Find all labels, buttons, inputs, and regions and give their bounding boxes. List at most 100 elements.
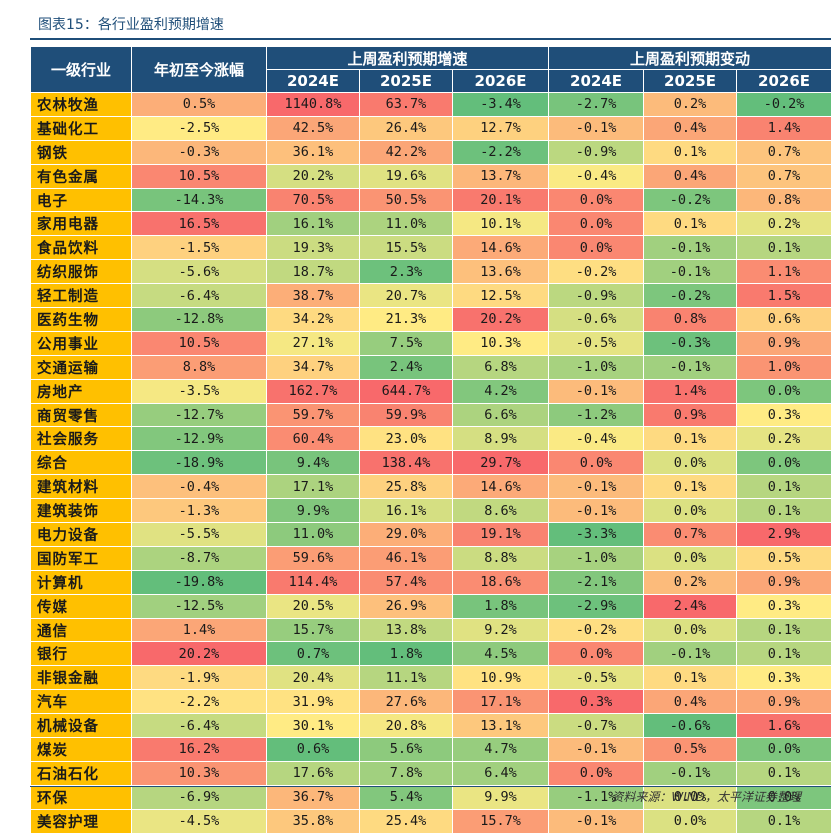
industry-name: 电子: [31, 188, 132, 212]
cell-growth-2025e: 138.4%: [360, 451, 453, 475]
header-change-2026e: 2026E: [737, 70, 831, 93]
industry-name: 建筑材料: [31, 475, 132, 499]
industry-name: 机械设备: [31, 714, 132, 738]
cell-growth-2025e: 7.5%: [360, 331, 453, 355]
header-growth-group: 上周盈利预期增速: [267, 47, 549, 70]
cell-change-2026e: 0.7%: [737, 140, 831, 164]
industry-name: 汽车: [31, 690, 132, 714]
cell-change-2024e: 0.0%: [549, 761, 644, 785]
cell-change-2025e: 0.4%: [644, 164, 737, 188]
cell-growth-2026e: 9.9%: [453, 785, 549, 809]
table-row: 建筑材料-0.4%17.1%25.8%14.6%-0.1%0.1%0.1%: [31, 475, 831, 499]
cell-ytd: 8.8%: [132, 355, 267, 379]
cell-change-2025e: 0.0%: [644, 809, 737, 833]
cell-growth-2026e: 8.6%: [453, 499, 549, 523]
cell-ytd: -6.4%: [132, 284, 267, 308]
cell-change-2025e: -0.1%: [644, 642, 737, 666]
source-note: 资料来源：WIND，太平洋证券整理: [611, 788, 801, 805]
cell-change-2024e: -0.9%: [549, 284, 644, 308]
cell-growth-2024e: 1140.8%: [267, 93, 360, 117]
industry-name: 传媒: [31, 594, 132, 618]
cell-growth-2025e: 20.7%: [360, 284, 453, 308]
cell-change-2025e: 0.1%: [644, 666, 737, 690]
table-row: 电子-14.3%70.5%50.5%20.1%0.0%-0.2%0.8%: [31, 188, 831, 212]
cell-growth-2025e: 7.8%: [360, 761, 453, 785]
industry-name: 通信: [31, 618, 132, 642]
cell-ytd: -6.9%: [132, 785, 267, 809]
cell-change-2026e: 1.1%: [737, 260, 831, 284]
cell-change-2025e: 0.0%: [644, 546, 737, 570]
industry-name: 食品饮料: [31, 236, 132, 260]
industry-name: 商贸零售: [31, 403, 132, 427]
cell-change-2026e: 0.2%: [737, 427, 831, 451]
cell-growth-2024e: 59.6%: [267, 546, 360, 570]
cell-change-2024e: 0.0%: [549, 188, 644, 212]
cell-change-2026e: 0.1%: [737, 761, 831, 785]
cell-growth-2026e: 6.4%: [453, 761, 549, 785]
cell-change-2026e: 1.6%: [737, 714, 831, 738]
table-row: 国防军工-8.7%59.6%46.1%8.8%-1.0%0.0%0.5%: [31, 546, 831, 570]
cell-growth-2025e: 11.0%: [360, 212, 453, 236]
cell-change-2025e: 0.1%: [644, 475, 737, 499]
cell-change-2024e: -1.0%: [549, 546, 644, 570]
cell-growth-2025e: 25.4%: [360, 809, 453, 833]
title-divider: [30, 38, 831, 40]
header-row-group: 一级行业 年初至今涨幅 上周盈利预期增速 上周盈利预期变动: [31, 47, 831, 70]
cell-ytd: 0.5%: [132, 93, 267, 117]
cell-ytd: -12.9%: [132, 427, 267, 451]
cell-growth-2024e: 36.7%: [267, 785, 360, 809]
cell-change-2025e: 0.2%: [644, 570, 737, 594]
cell-change-2024e: 0.0%: [549, 212, 644, 236]
table-row: 汽车-2.2%31.9%27.6%17.1%0.3%0.4%0.9%: [31, 690, 831, 714]
cell-growth-2024e: 31.9%: [267, 690, 360, 714]
cell-growth-2024e: 15.7%: [267, 618, 360, 642]
cell-change-2026e: 0.0%: [737, 451, 831, 475]
industry-name: 综合: [31, 451, 132, 475]
cell-ytd: -2.2%: [132, 690, 267, 714]
cell-growth-2025e: 42.2%: [360, 140, 453, 164]
cell-change-2026e: 0.2%: [737, 212, 831, 236]
cell-growth-2024e: 27.1%: [267, 331, 360, 355]
header-change-2025e: 2025E: [644, 70, 737, 93]
cell-growth-2024e: 162.7%: [267, 379, 360, 403]
header-growth-2025e: 2025E: [360, 70, 453, 93]
cell-change-2025e: -0.1%: [644, 761, 737, 785]
cell-growth-2024e: 0.7%: [267, 642, 360, 666]
industry-name: 房地产: [31, 379, 132, 403]
cell-change-2026e: 0.3%: [737, 403, 831, 427]
cell-ytd: -5.5%: [132, 523, 267, 547]
cell-change-2024e: -0.7%: [549, 714, 644, 738]
cell-growth-2024e: 9.9%: [267, 499, 360, 523]
cell-ytd: -19.8%: [132, 570, 267, 594]
cell-change-2024e: -0.1%: [549, 379, 644, 403]
cell-change-2025e: -0.6%: [644, 714, 737, 738]
cell-change-2024e: 0.0%: [549, 236, 644, 260]
table-row: 钢铁-0.3%36.1%42.2%-2.2%-0.9%0.1%0.7%: [31, 140, 831, 164]
industry-name: 电力设备: [31, 523, 132, 547]
cell-growth-2026e: -2.2%: [453, 140, 549, 164]
cell-change-2025e: 0.0%: [644, 451, 737, 475]
cell-growth-2025e: 2.4%: [360, 355, 453, 379]
cell-change-2025e: -0.1%: [644, 355, 737, 379]
cell-ytd: 1.4%: [132, 618, 267, 642]
industry-name: 建筑装饰: [31, 499, 132, 523]
cell-growth-2025e: 57.4%: [360, 570, 453, 594]
cell-change-2025e: 0.4%: [644, 116, 737, 140]
cell-growth-2024e: 19.3%: [267, 236, 360, 260]
table-row: 社会服务-12.9%60.4%23.0%8.9%-0.4%0.1%0.2%: [31, 427, 831, 451]
cell-growth-2025e: 63.7%: [360, 93, 453, 117]
cell-change-2026e: 0.1%: [737, 618, 831, 642]
cell-growth-2025e: 11.1%: [360, 666, 453, 690]
cell-ytd: -0.3%: [132, 140, 267, 164]
cell-change-2026e: 0.7%: [737, 164, 831, 188]
industry-name: 家用电器: [31, 212, 132, 236]
cell-growth-2026e: 10.9%: [453, 666, 549, 690]
cell-change-2026e: 0.0%: [737, 379, 831, 403]
cell-change-2026e: 0.1%: [737, 642, 831, 666]
cell-growth-2026e: 14.6%: [453, 475, 549, 499]
